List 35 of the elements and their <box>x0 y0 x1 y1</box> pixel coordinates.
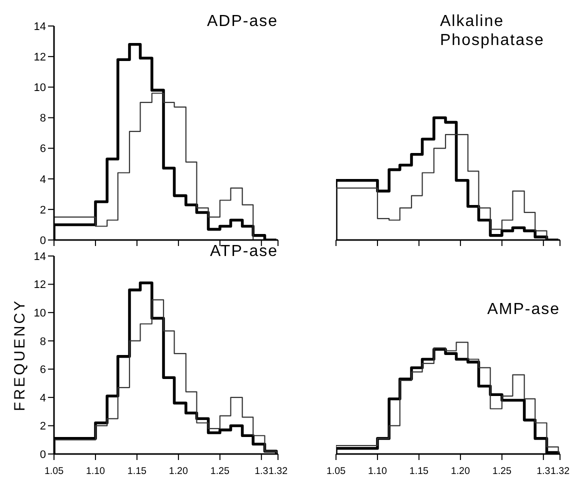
y-tick-label: 0 <box>40 448 46 461</box>
y-tick-label: 8 <box>40 336 46 348</box>
y-tick-label: 14 <box>34 20 46 33</box>
y-tick-label: 10 <box>34 82 46 94</box>
y-tick-label: 0 <box>40 234 46 247</box>
x-tick-label: 1.32 <box>550 466 570 477</box>
x-tick-label: 1.10 <box>368 466 388 477</box>
y-tick-label: 2 <box>40 420 46 433</box>
y-tick-label: 12 <box>34 51 46 64</box>
text: AMP-ase <box>486 300 560 319</box>
x-tick-label: 1.15 <box>127 466 148 477</box>
x-tick-label: 1.3 <box>254 466 269 477</box>
x-tick-label: 1.32 <box>268 466 288 477</box>
y-tick-label: 6 <box>40 143 46 156</box>
y-tick-label: 6 <box>40 364 46 376</box>
chart-title: ATP-ase <box>208 242 278 261</box>
x-tick-label: 1.20 <box>450 466 471 477</box>
y-tick-label: 10 <box>34 307 46 320</box>
x-tick-label: 1.15 <box>409 466 430 477</box>
x-tick-label: 1.20 <box>168 466 189 477</box>
x-tick-label: 1.10 <box>86 466 106 477</box>
x-tick-label: 1.25 <box>210 466 230 477</box>
x-tick-label: 1.05 <box>326 466 346 477</box>
y-tick-label: 14 <box>34 250 46 263</box>
x-tick-label: 1.05 <box>44 466 64 477</box>
y-tick-label: 8 <box>40 112 46 125</box>
y-tick-label: 2 <box>40 204 46 216</box>
chart-title: Alkaline Phosphatase <box>440 12 546 50</box>
y-tick-label: 4 <box>40 392 46 404</box>
y-tick-label: 4 <box>40 174 46 186</box>
x-tick-label: 1.25 <box>492 466 512 477</box>
y-tick-label: 12 <box>34 279 46 292</box>
y-axis-title: FREQUENCY <box>11 298 28 412</box>
x-tick-label: 1.3 <box>536 466 551 477</box>
chart-title: ADP-ase <box>206 12 278 31</box>
